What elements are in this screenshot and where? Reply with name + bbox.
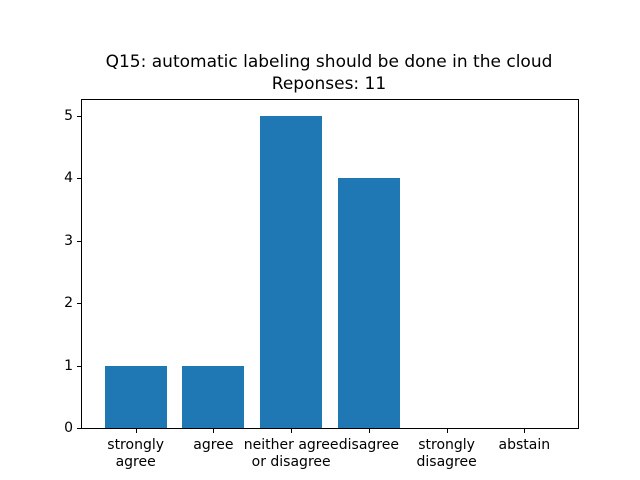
x-tick-label-line: strongly (107, 437, 165, 453)
axes: 0 1 2 3 4 5 strongly agree agree neither agree or … (64, 99, 579, 470)
x-tick-label-line: or disagree (251, 454, 331, 470)
x-tick-label: disagree (339, 437, 399, 454)
y-tick-mark (77, 365, 81, 367)
y-tick-label: 2 (64, 295, 73, 312)
y-tick-label: 3 (64, 232, 73, 249)
bar (182, 365, 245, 428)
bar (337, 178, 400, 428)
y-tick-mark (77, 303, 81, 305)
x-tick-label-line: agree (115, 454, 156, 470)
y-tick-label: 1 (64, 357, 73, 374)
x-tick-label: abstain (499, 437, 551, 454)
x-tick-mark (291, 429, 293, 433)
bar (260, 115, 323, 428)
x-tick-label-line: neither agree (243, 437, 339, 453)
y-tick-mark (77, 178, 81, 180)
x-tick-mark (213, 429, 215, 433)
x-tick-label-line: strongly (418, 437, 475, 453)
x-tick-label: strongly disagree (417, 437, 477, 471)
x-tick-label-line: disagree (338, 437, 399, 453)
y-tick-label: 4 (64, 170, 73, 187)
y-tick-mark (77, 115, 81, 117)
x-tick-label-line: disagree (416, 454, 477, 470)
x-tick-mark (524, 429, 526, 433)
x-tick-mark (368, 429, 370, 433)
x-tick-label: neither agree or disagree (244, 437, 339, 471)
x-tick-label: strongly agree (107, 437, 164, 471)
chart-title: Q15: automatic labeling should be done i… (105, 52, 553, 72)
y-tick-mark (77, 240, 81, 242)
bar (104, 365, 167, 428)
x-tick-mark (446, 429, 448, 433)
x-tick-mark (135, 429, 137, 433)
x-tick-label: agree (193, 437, 233, 454)
y-tick-mark (77, 428, 81, 429)
y-tick-label: 5 (64, 107, 73, 124)
y-tick-label: 0 (64, 420, 73, 436)
x-tick-label-line: agree (193, 437, 234, 453)
chart-subtitle: Reponses: 11 (271, 74, 387, 94)
chart-title-block: Q15: automatic labeling should be done i… (81, 51, 577, 95)
x-tick-label-line: abstain (498, 437, 551, 453)
